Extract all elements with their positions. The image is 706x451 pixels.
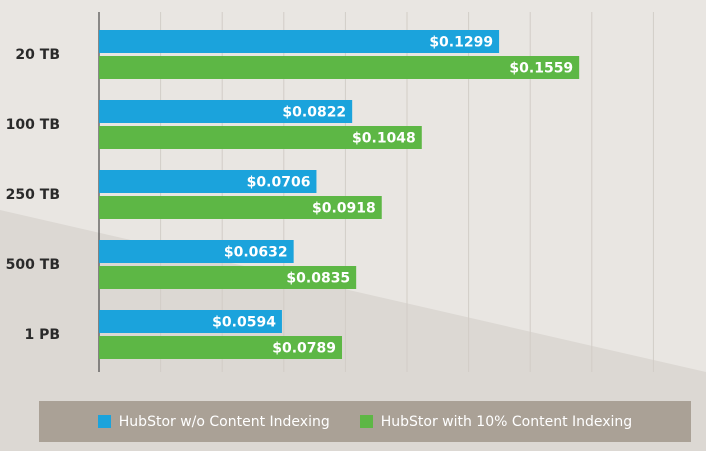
- category-label: 1 PB: [24, 327, 60, 343]
- bar-value-label: $0.1299: [429, 35, 493, 51]
- legend: HubStor w/o Content Indexing HubStor wit…: [39, 401, 691, 442]
- bar-without-indexing: [99, 310, 282, 333]
- legend-label-with-indexing: HubStor with 10% Content Indexing: [380, 413, 633, 430]
- bar-chart: $0.1299 $0.1559 $0.0822 $0.1048 $0.0706$0.09…: [6, 12, 654, 372]
- bar-value-label: $0.1559: [509, 61, 573, 77]
- bar-with-indexing: [99, 266, 357, 289]
- category-label: 250 TB: [6, 187, 60, 203]
- bar-value-label: $0.1048: [352, 131, 416, 147]
- bar-without-indexing: [99, 100, 353, 123]
- bar-value-label: $0.0789: [272, 341, 336, 357]
- bar-with-indexing: [99, 196, 382, 219]
- bar-without-indexing: [99, 30, 500, 53]
- legend-item-without-indexing: HubStor w/o Content Indexing: [97, 413, 330, 430]
- bar-without-indexing: [99, 170, 317, 193]
- legend-label-without-indexing: HubStor w/o Content Indexing: [118, 413, 330, 430]
- bar-value-label: $0.0706: [247, 175, 311, 191]
- bar-value-label: $0.0835: [286, 271, 350, 287]
- bar-with-indexing: [99, 336, 343, 359]
- legend-swatch-green: [359, 415, 373, 428]
- category-label: 20 TB: [15, 47, 60, 63]
- bar-without-indexing: [99, 240, 294, 263]
- legend-item-with-indexing: HubStor with 10% Content Indexing: [359, 413, 633, 430]
- category-label: 500 TB: [6, 257, 60, 273]
- bar-value-label: $0.0822: [282, 105, 346, 121]
- bar-with-indexing: [99, 126, 422, 149]
- bar-value-label: $0.0918: [312, 201, 376, 217]
- legend-swatch-blue: [97, 415, 111, 428]
- bars-group: $0.1299 $0.1559 $0.0822 $0.1048 $0.0706$0.09…: [99, 30, 580, 359]
- bar-value-label: $0.0594: [212, 315, 276, 331]
- category-labels: 20 TB 100 TB 250 TB 500 TB 1 PB: [6, 47, 60, 343]
- bar-value-label: $0.0632: [224, 245, 288, 261]
- category-label: 100 TB: [6, 117, 60, 133]
- bar-with-indexing: [99, 56, 580, 79]
